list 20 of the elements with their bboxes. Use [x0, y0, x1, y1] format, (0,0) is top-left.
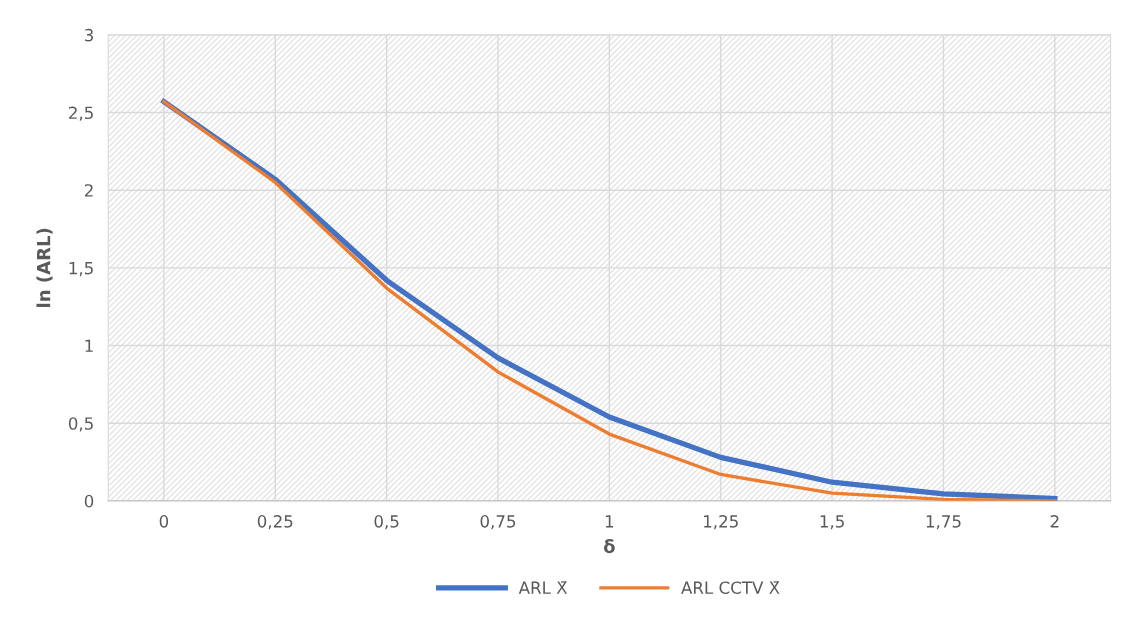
x-axis-title: δ: [603, 539, 615, 554]
y-tick-label: 3: [84, 28, 93, 42]
legend-label: ARL X̄: [518, 581, 568, 594]
y-tick-label: 0: [84, 494, 94, 508]
y-tick-label: 2,5: [69, 106, 93, 121]
x-tick-label: 0,5: [374, 515, 399, 530]
legend-label: ARL CCTV X̄: [681, 581, 780, 594]
x-tick-label: 0,25: [257, 515, 293, 530]
x-tick-label: 1: [605, 515, 614, 528]
x-tick-label: 0,75: [480, 515, 516, 530]
y-axis-title: ln (ARL): [36, 228, 53, 307]
x-tick-label: 1,5: [820, 515, 844, 530]
y-tick-label: 1,5: [69, 262, 93, 277]
x-tick-label: 1,25: [704, 515, 738, 530]
x-tick-label: 2: [1050, 515, 1059, 528]
x-tick-label: 0: [159, 515, 169, 528]
y-tick-label: 1: [85, 339, 93, 352]
x-tick-label: 1,75: [926, 515, 961, 530]
y-tick-label: 0,5: [68, 417, 93, 432]
y-tick-label: 2: [84, 184, 93, 197]
